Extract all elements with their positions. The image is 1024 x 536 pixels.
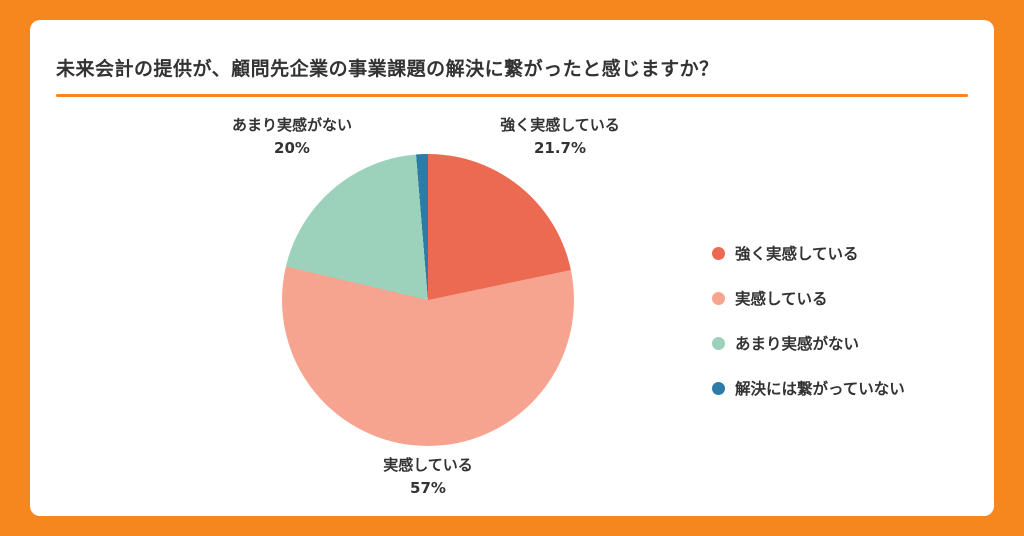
legend-dot-icon [712,291,725,305]
callout-label-amari: あまり実感がない 20% [182,114,402,161]
chart-legend: 強く実感している 実感している あまり実感がない 解決には繋がっていない [712,242,905,399]
callout-percent: 20% [274,139,310,158]
callout-percent: 21.7% [533,139,587,158]
callout-label-jikkan: 実感している 57% [318,454,538,501]
legend-dot-icon [712,381,725,395]
callout-text: あまり実感がない [231,116,352,134]
callout-percent: 57% [410,479,446,498]
callout-label-tsuyoku: 強く実感している 21.7% [450,114,670,161]
legend-item: あまり実感がない [712,332,905,354]
legend-item: 解決には繋がっていない [712,377,905,399]
legend-label: 強く実感している [735,245,859,263]
legend-label: 解決には繋がっていない [735,380,905,398]
pie-chart [282,154,574,446]
callout-text: 実感している [383,456,473,474]
legend-label: あまり実感がない [735,335,860,353]
title-underline [56,94,968,97]
callout-text: 強く実感している [500,116,620,134]
legend-item: 強く実感している [712,242,905,264]
legend-item: 実感している [712,287,905,309]
legend-label: 実感している [735,290,828,308]
legend-dot-icon [712,336,725,350]
chart-card: 未来会計の提供が、顧問先企業の事業課題の解決に繋がったと感じますか？ あまり実感… [30,20,994,516]
legend-dot-icon [712,246,725,260]
page-title: 未来会計の提供が、顧問先企業の事業課題の解決に繋がったと感じますか？ [56,58,719,80]
